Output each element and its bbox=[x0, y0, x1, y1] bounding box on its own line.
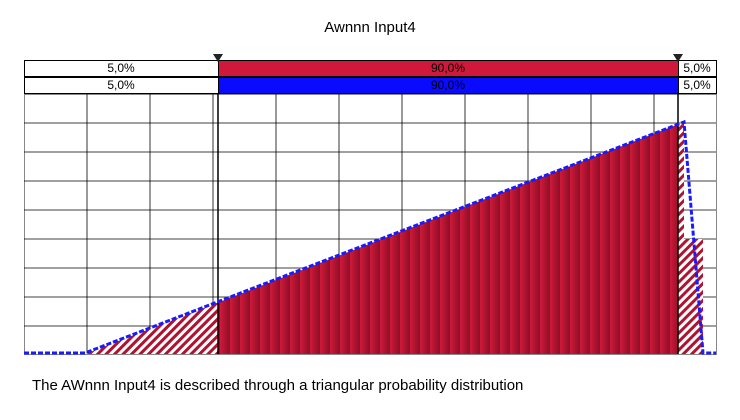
band-label: 5,0% bbox=[683, 61, 711, 75]
marker[interactable] bbox=[673, 54, 683, 62]
band-label: 90,0% bbox=[431, 78, 465, 92]
histogram bbox=[24, 94, 716, 355]
band-cell bbox=[678, 77, 717, 94]
caption: The AWnnn Input4 is described through a … bbox=[32, 377, 523, 394]
band-label: 5,0% bbox=[107, 78, 135, 92]
band-cell bbox=[678, 60, 717, 77]
chart-title: Awnnn Input4 bbox=[324, 19, 415, 36]
band-label: 5,0% bbox=[683, 78, 711, 92]
band-label: 5,0% bbox=[107, 61, 135, 75]
tail-area bbox=[85, 302, 218, 354]
marker[interactable] bbox=[213, 54, 223, 62]
density-line bbox=[24, 119, 716, 355]
main-area bbox=[218, 124, 678, 354]
band-label: 90,0% bbox=[431, 61, 465, 75]
bands bbox=[24, 60, 717, 94]
tail-area bbox=[684, 239, 703, 354]
tail-area bbox=[678, 122, 684, 354]
